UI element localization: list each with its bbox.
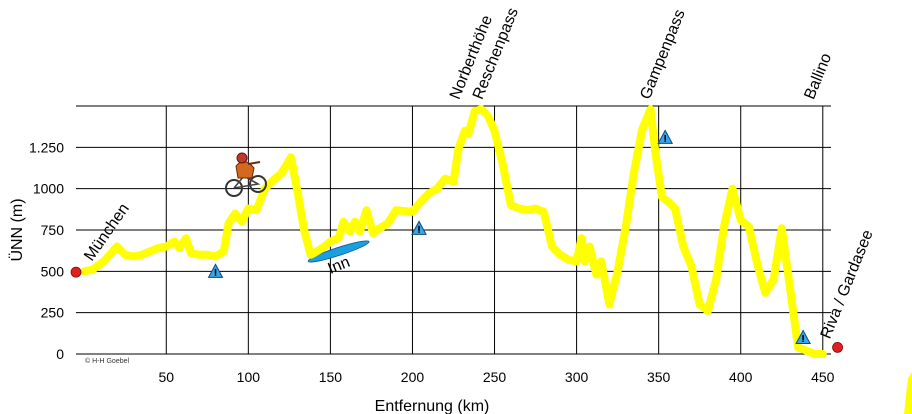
cyclist-icon <box>225 152 267 197</box>
x-tick-label: 250 <box>483 369 507 385</box>
decorative-corner <box>904 372 912 414</box>
location-marker <box>832 341 843 353</box>
x-tick-label: 200 <box>401 369 425 385</box>
y-tick-label: 0 <box>56 346 64 362</box>
annotation-label: Ballino <box>801 51 835 102</box>
x-tick-label: 100 <box>237 369 261 385</box>
y-axis-title: ÜNN (m) <box>8 198 26 261</box>
warning-sign-icon <box>657 129 674 144</box>
y-tick-label: 750 <box>41 222 65 238</box>
y-tick-label: 1.250 <box>29 139 64 155</box>
x-tick-label: 400 <box>729 369 753 385</box>
grid <box>76 105 831 355</box>
decorative-yellow-shape <box>904 372 912 414</box>
x-tick-label: 150 <box>319 369 343 385</box>
y-tick-label: 500 <box>41 263 65 279</box>
river-inn <box>307 240 370 263</box>
location-marker <box>70 266 82 278</box>
y-tick-label: 250 <box>41 305 65 321</box>
x-tick-label: 350 <box>647 369 671 385</box>
x-tick-label: 300 <box>565 369 589 385</box>
x-tick-labels: 50 100 150 200 250 300 350 400 450 <box>158 369 834 385</box>
annotation-label: Gampenpass <box>637 7 688 102</box>
warning-sign-icon <box>411 220 427 235</box>
warning-sign-icon <box>207 263 224 278</box>
x-tick-label: 50 <box>158 369 174 385</box>
copyright-credit: © H-H Goebel <box>85 357 130 365</box>
y-tick-labels: 0 250 500 750 1000 1.250 <box>29 139 64 362</box>
elevation-series <box>80 105 827 358</box>
x-tick-label: 450 <box>811 369 835 385</box>
warning-signs <box>207 129 811 344</box>
y-tick-label: 1000 <box>33 181 64 197</box>
x-axis-title: Entfernung (km) <box>375 398 490 414</box>
start-end-markers <box>70 266 843 353</box>
river-inn-shape <box>307 240 370 263</box>
elevation-line <box>80 105 827 358</box>
warning-sign-icon <box>795 329 811 344</box>
annotation-label: Riva / Gardasee <box>818 228 877 342</box>
